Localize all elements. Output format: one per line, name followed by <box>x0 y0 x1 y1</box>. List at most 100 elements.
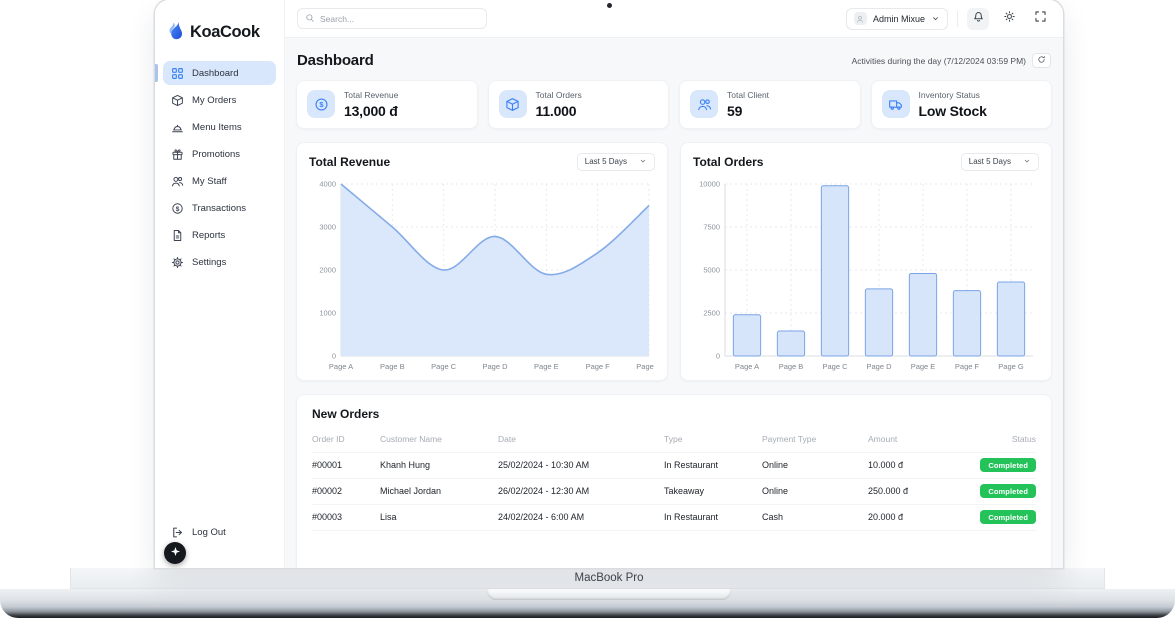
chevron-down-icon <box>931 14 940 23</box>
sidebar-item-transactions[interactable]: $ Transactions <box>163 196 276 220</box>
sidebar-item-label: Promotions <box>192 148 241 160</box>
users-icon <box>690 90 718 119</box>
svg-text:Page C: Page C <box>431 362 457 371</box>
sidebar-item-my-staff[interactable]: My Staff <box>163 169 276 193</box>
orders-table-body: #00001 Khanh Hung 25/02/2024 - 10:30 AM … <box>312 451 1036 531</box>
chevron-down-icon <box>639 157 647 167</box>
sidebar-item-dashboard[interactable]: Dashboard <box>155 61 276 85</box>
sidebar-item-promotions[interactable]: Promotions <box>163 142 276 166</box>
sidebar-item-my-orders[interactable]: My Orders <box>163 88 276 112</box>
chart-title: Total Orders <box>693 154 764 169</box>
col-type: Type <box>664 433 683 444</box>
revenue-range-select[interactable]: Last 5 Days <box>576 152 655 171</box>
svg-text:Page F: Page F <box>955 362 980 371</box>
cell-date: 26/02/2024 - 12:30 AM <box>498 486 590 496</box>
page-title: Dashboard <box>297 52 374 69</box>
stat-card-total-client: Total Client 59 <box>679 80 861 129</box>
box-icon <box>498 90 527 119</box>
logout-button[interactable]: Log Out <box>163 520 276 544</box>
col-status: Status <box>1011 433 1036 444</box>
search-input-wrapper <box>297 8 487 29</box>
col-date: Date <box>498 433 516 444</box>
theme-toggle-button[interactable] <box>998 8 1020 30</box>
cloche-icon <box>171 121 184 134</box>
stat-value: 59 <box>727 102 743 119</box>
svg-text:7500: 7500 <box>703 222 720 231</box>
flame-logo-icon <box>168 20 185 45</box>
stat-label: Total Revenue <box>344 90 399 100</box>
notifications-button[interactable] <box>967 7 989 30</box>
sidebar-nav: Dashboard My Orders Menu Items Promotion… <box>155 61 284 274</box>
cell-type: In Restaurant <box>664 460 719 470</box>
laptop-screen: KoaCook Dashboard My Orders Menu Items <box>155 0 1063 568</box>
logout-label: Log Out <box>192 526 226 538</box>
revenue-chart-card: Total Revenue Last 5 Days 0 1000 2000 3000 4… <box>296 141 668 381</box>
cell-order-id: #00002 <box>312 486 343 496</box>
sun-icon <box>1003 10 1016 28</box>
svg-text:2500: 2500 <box>703 308 720 317</box>
cell-type: Takeaway <box>664 486 705 496</box>
cell-customer: Michael Jordan <box>380 486 442 496</box>
svg-text:Page C: Page C <box>822 362 848 371</box>
activity-note: Activities during the day (7/12/2024 03:… <box>851 55 1026 66</box>
svg-text:Page D: Page D <box>482 362 508 371</box>
svg-text:3000: 3000 <box>319 222 336 231</box>
table-row[interactable]: #00002 Michael Jordan 26/02/2024 - 12:30… <box>312 477 1036 504</box>
new-orders-title: New Orders <box>312 406 380 421</box>
cell-payment: Cash <box>762 512 784 522</box>
logout-icon <box>171 526 184 539</box>
revenue-area-chart: 0 1000 2000 3000 4000 Page A Page B Page C Page … <box>309 176 655 374</box>
stat-value: Low Stock <box>918 102 987 119</box>
dashboard-content: Dashboard Activities during the day (7/1… <box>285 38 1063 568</box>
dollar-coin-icon: $ <box>171 202 184 215</box>
svg-text:Page F: Page F <box>586 362 611 371</box>
chart-title: Total Revenue <box>309 154 391 169</box>
svg-text:Page B: Page B <box>380 362 405 371</box>
cell-amount: 250.000 đ <box>868 486 909 496</box>
box-icon <box>171 94 184 107</box>
stat-value: 13,000 đ <box>344 102 398 119</box>
sidebar-item-reports[interactable]: Reports <box>163 223 276 247</box>
col-customer-name: Customer Name <box>380 433 442 444</box>
filter-label: Last 5 Days <box>968 157 1011 166</box>
cell-customer: Lisa <box>380 512 397 522</box>
refresh-button[interactable] <box>1032 53 1051 68</box>
user-menu[interactable]: Admin Mixue <box>845 7 948 30</box>
logo-text: KoaCook <box>190 23 260 41</box>
sidebar-item-label: Reports <box>192 229 226 241</box>
cell-order-id: #00001 <box>312 460 343 470</box>
col-order-id: Order ID <box>312 433 345 444</box>
svg-text:Page D: Page D <box>866 362 892 371</box>
gift-icon <box>171 148 184 161</box>
stat-card-inventory-status: Inventory Status Low Stock <box>870 80 1052 129</box>
stat-cards: $ Total Revenue 13,000 đ Total Orders 11… <box>296 80 1052 129</box>
assistant-fab-button[interactable] <box>164 542 186 564</box>
orders-table-header: Order ID Customer Name Date Type Payment… <box>312 430 1036 452</box>
truck-icon <box>881 90 910 119</box>
orders-range-select[interactable]: Last 5 Days <box>960 152 1039 171</box>
sidebar-item-label: My Orders <box>192 94 237 106</box>
search-icon <box>305 10 315 28</box>
stat-label: Inventory Status <box>918 90 980 100</box>
svg-text:Page A: Page A <box>735 362 759 371</box>
sidebar: KoaCook Dashboard My Orders Menu Items <box>155 0 285 568</box>
svg-text:Page A: Page A <box>329 362 353 371</box>
fullscreen-button[interactable] <box>1029 8 1051 30</box>
search-input[interactable] <box>320 13 479 24</box>
sidebar-item-label: Settings <box>192 256 227 268</box>
svg-text:1000: 1000 <box>319 308 336 317</box>
svg-text:0: 0 <box>716 351 720 360</box>
topbar-divider <box>957 10 958 27</box>
stat-label: Total Client <box>727 90 770 100</box>
status-badge: Completed <box>980 510 1036 524</box>
sidebar-item-settings[interactable]: Settings <box>163 250 276 274</box>
cell-payment: Online <box>762 486 789 496</box>
sparkle-icon <box>170 544 181 562</box>
svg-text:10000: 10000 <box>699 179 720 188</box>
sidebar-item-menu-items[interactable]: Menu Items <box>163 115 276 139</box>
table-row[interactable]: #00001 Khanh Hung 25/02/2024 - 10:30 AM … <box>312 451 1036 478</box>
cell-order-id: #00003 <box>312 512 343 522</box>
stat-value: 11.000 <box>535 102 577 119</box>
table-row[interactable]: #00003 Lisa 24/02/2024 - 6:00 AM In Rest… <box>312 503 1036 530</box>
